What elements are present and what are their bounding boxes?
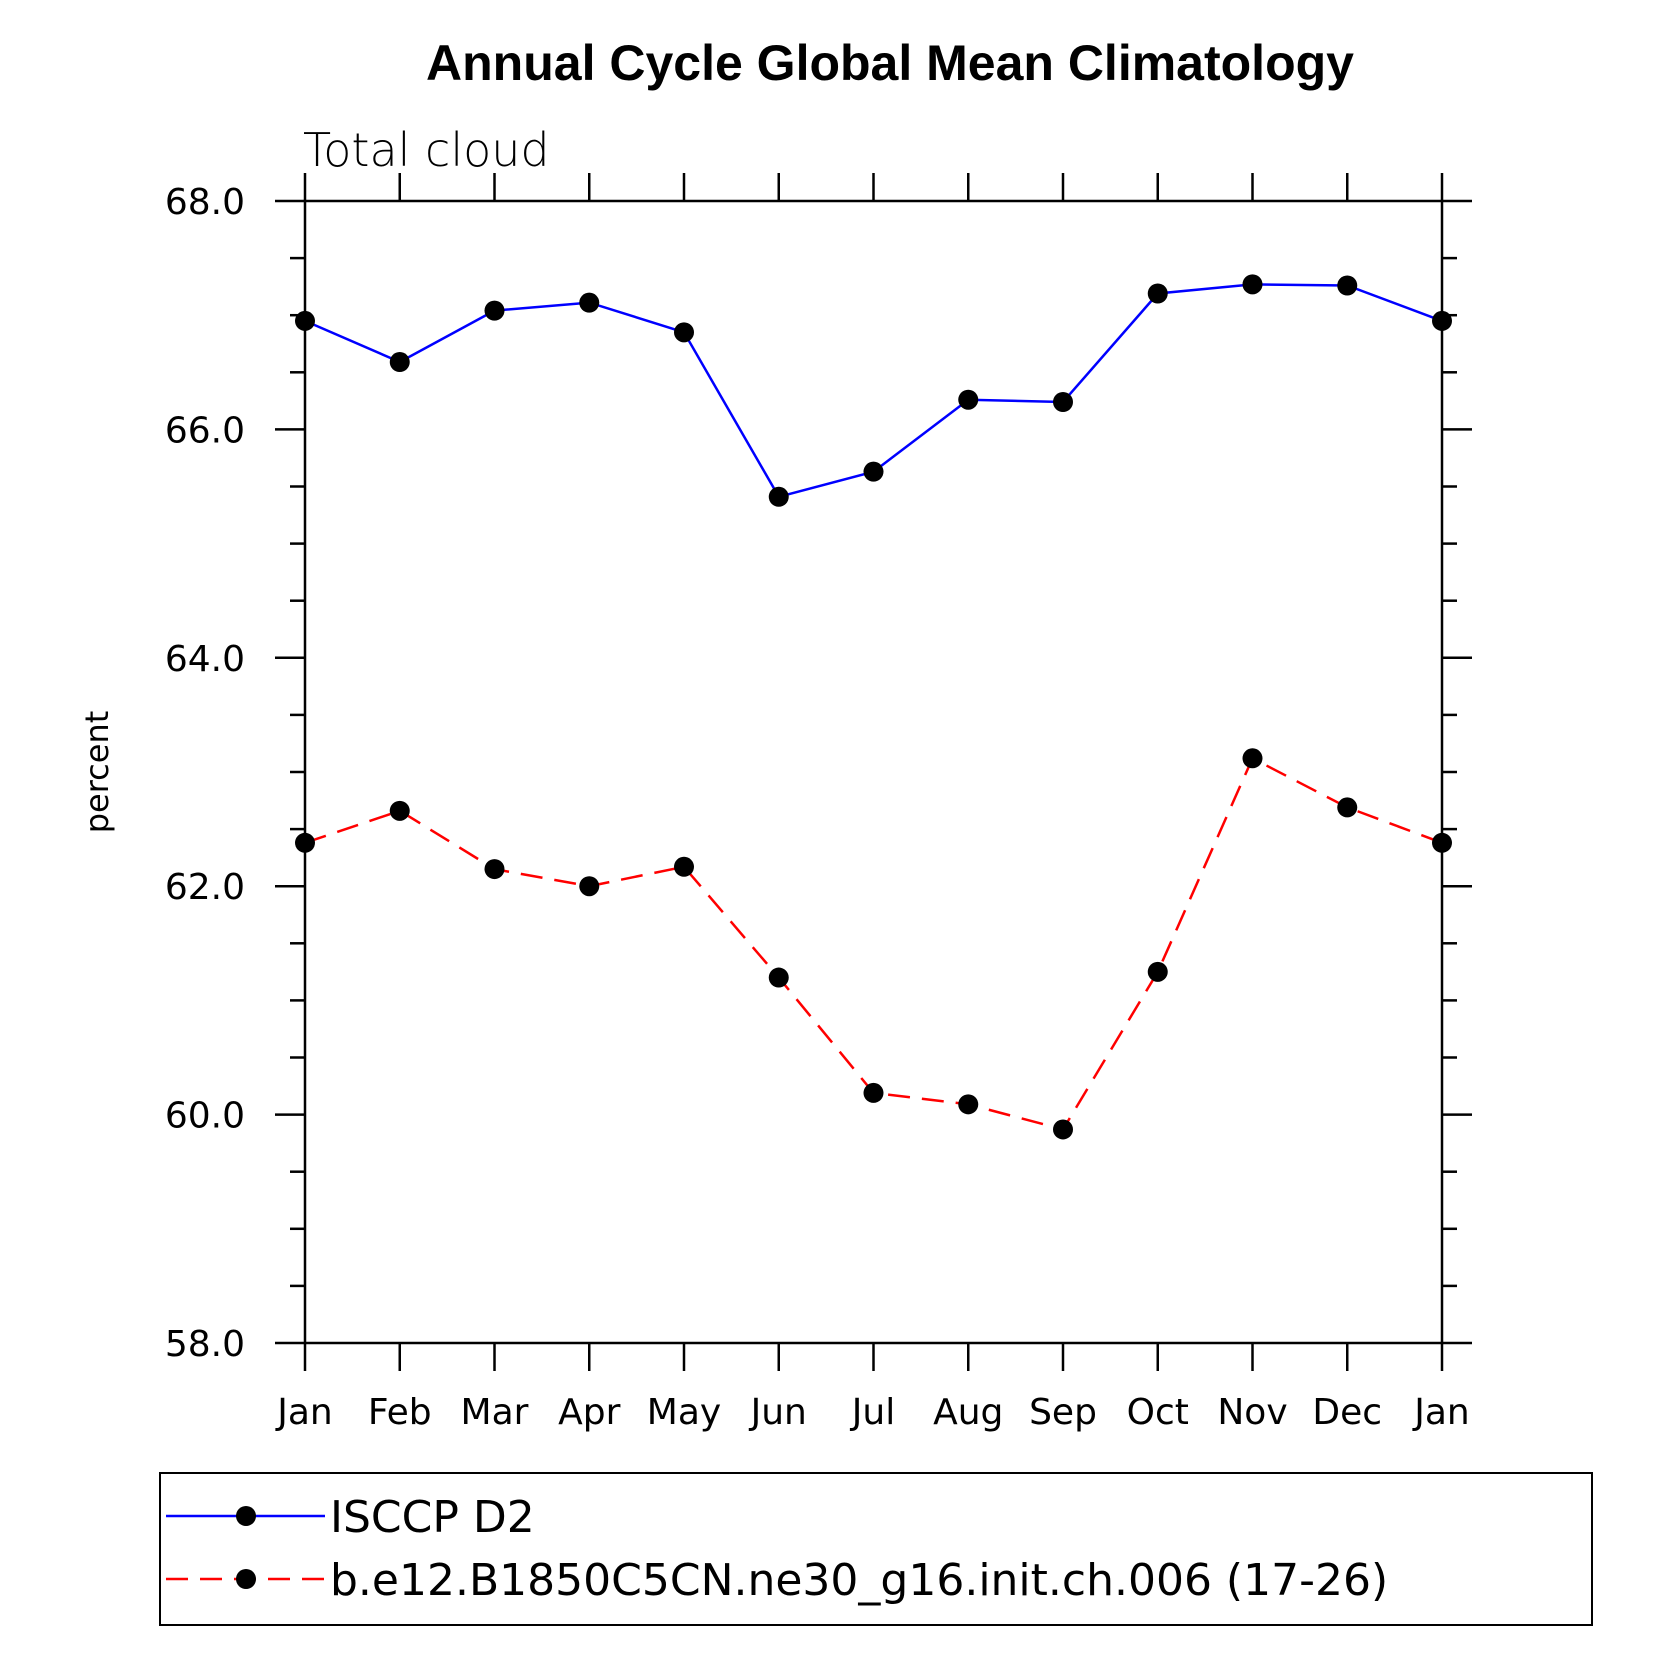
- series-2-point: [484, 859, 505, 880]
- x-tick-label: Feb: [368, 1392, 432, 1433]
- series-2-point: [579, 876, 600, 897]
- chart-subtitle: Total cloud: [303, 123, 550, 177]
- y-tick-label: 68.0: [165, 182, 245, 223]
- x-tick-label: Aug: [933, 1392, 1003, 1433]
- series-2-point: [1053, 1119, 1073, 1140]
- y-tick-label: 64.0: [165, 639, 245, 680]
- series-1-point: [579, 292, 600, 313]
- series-1-point: [1147, 283, 1168, 304]
- y-tick-label: 60.0: [165, 1096, 245, 1137]
- series-2-point: [295, 832, 315, 853]
- series-line-2: [304, 756, 1443, 1131]
- series-2-point: [1147, 961, 1168, 982]
- x-tick-label: Mar: [461, 1392, 529, 1433]
- legend-marker-1: [236, 1506, 256, 1526]
- x-tick-label: Jan: [1412, 1392, 1470, 1433]
- series-1-point: [484, 300, 505, 321]
- series-2-point: [958, 1094, 979, 1115]
- series-1-point: [1242, 274, 1263, 295]
- chart-title: Annual Cycle Global Mean Climatology: [426, 35, 1354, 91]
- series-2-point: [674, 856, 694, 877]
- y-tick-label: 62.0: [165, 867, 245, 908]
- series-layer: [295, 274, 1452, 1140]
- x-tick-label: Jan: [275, 1392, 333, 1433]
- series-1-point: [958, 389, 979, 410]
- x-tick-labels: Jan Feb Mar Apr May Jun Jul Aug Sep Oct Nov Dec Jan: [275, 1392, 1470, 1433]
- x-tick-label: May: [647, 1392, 721, 1433]
- legend-marker-2: [236, 1569, 256, 1589]
- series-2-point: [768, 967, 789, 988]
- series-1-point: [1337, 275, 1358, 296]
- series-1-point: [674, 322, 694, 343]
- series-2-point: [1337, 797, 1358, 818]
- y-tick-label: 58.0: [165, 1324, 245, 1365]
- series-1-point: [1432, 310, 1452, 331]
- series-1-point: [295, 310, 315, 331]
- y-tick-label: 66.0: [165, 410, 245, 451]
- y-tick-labels: 58.0 60.0 62.0 64.0 66.0 68.0: [165, 182, 245, 1365]
- legend: ISCCP D2 b.e12.B1850C5CN.ne30_g16.init.ch…: [159, 1472, 1593, 1626]
- series-2-point: [389, 800, 410, 821]
- x-tick-label: Jun: [749, 1392, 807, 1433]
- legend-items: ISCCP D2 b.e12.B1850C5CN.ne30_g16.init.ch…: [166, 1492, 1388, 1606]
- x-tick-label: Apr: [558, 1392, 620, 1433]
- legend-label-2: b.e12.B1850C5CN.ne30_g16.init.ch.006 (17…: [330, 1555, 1388, 1606]
- series-2-point: [1242, 748, 1263, 769]
- series-1-point: [768, 486, 789, 507]
- series-1-point: [863, 461, 884, 482]
- legend-label-1: ISCCP D2: [330, 1492, 535, 1543]
- series-1-point: [389, 352, 410, 373]
- legend-box: [159, 1472, 1593, 1626]
- plot-frame: [303, 199, 1444, 1345]
- series-2-point: [1432, 832, 1452, 853]
- x-tick-label: Jul: [850, 1392, 895, 1433]
- series-1-point: [1053, 391, 1073, 412]
- plot-axes: [275, 173, 1472, 1371]
- x-tick-label: Sep: [1029, 1392, 1097, 1433]
- y-axis-label: percent: [78, 711, 116, 834]
- x-tick-label: Oct: [1127, 1392, 1189, 1433]
- series-2-point: [863, 1082, 884, 1103]
- x-tick-label: Nov: [1217, 1392, 1287, 1433]
- x-tick-label: Dec: [1312, 1392, 1382, 1433]
